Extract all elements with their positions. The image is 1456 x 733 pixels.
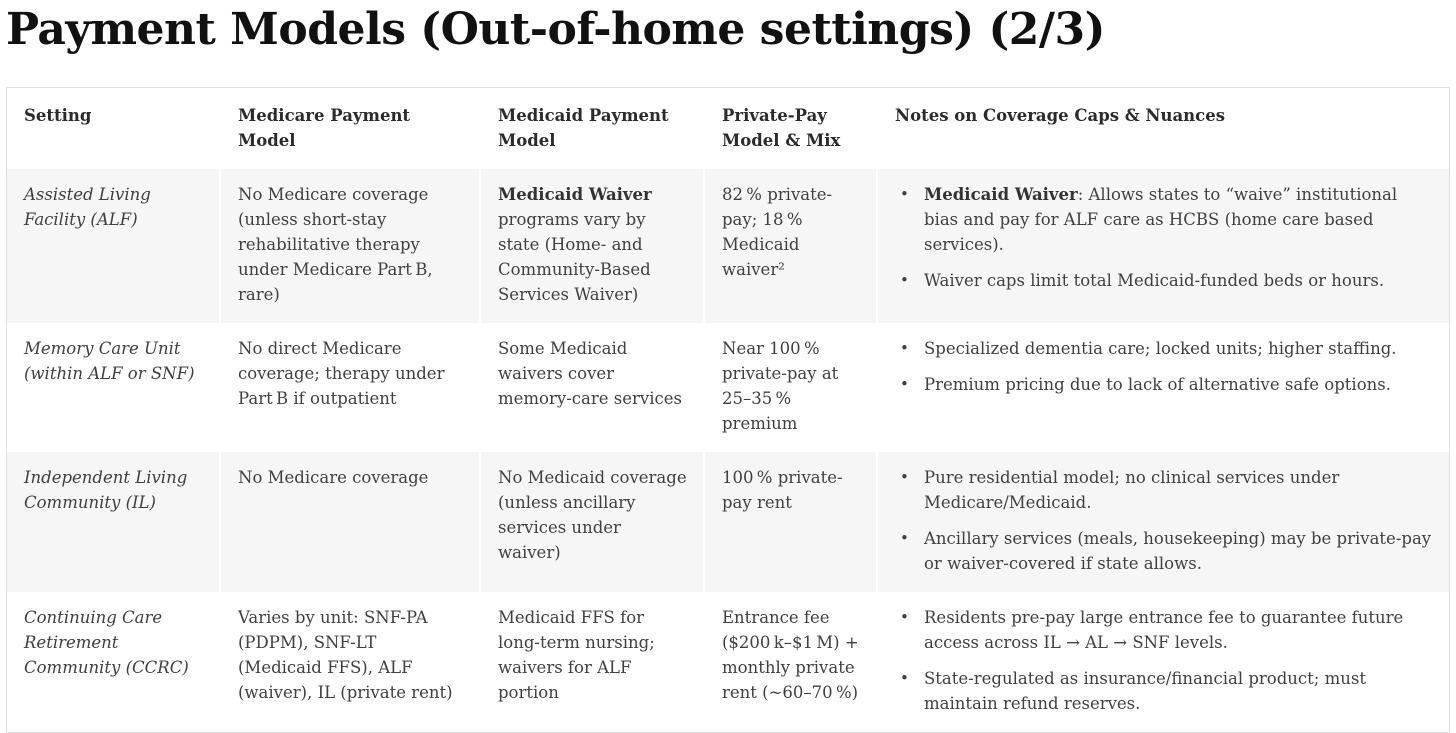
cell-setting: Independent Living Community (IL) xyxy=(7,452,219,592)
cell-medicare: No Medicare coverage (unless short-stay … xyxy=(219,169,479,323)
note-text: Pure residential model; no clinical serv… xyxy=(924,465,1433,515)
note-item: • Waiver caps limit total Medicaid-funded… xyxy=(900,268,1433,293)
table-row-independent-living: Independent Living Community (IL) No Med… xyxy=(7,452,1449,592)
note-item: • State-regulated as insurance/financial … xyxy=(900,666,1433,716)
bullet-icon: • xyxy=(900,185,909,203)
note-item: • Residents pre-pay large entrance fee to… xyxy=(900,605,1433,655)
column-header-private-pay: Private-Pay Model & Mix xyxy=(703,88,876,169)
note-item: • Pure residential model; no clinical ser… xyxy=(900,465,1433,515)
cell-medicare: No direct Medicare coverage; therapy und… xyxy=(219,323,479,452)
bullet-icon: • xyxy=(900,375,909,393)
bullet-icon: • xyxy=(900,669,909,687)
bullet-icon: • xyxy=(900,271,909,289)
cell-setting: Memory Care Unit (within ALF or SNF) xyxy=(7,323,219,452)
note-item: • Ancillary services (meals, housekeeping… xyxy=(900,526,1433,576)
notes-list: • Medicaid Waiver: Allows states to “waiv… xyxy=(900,182,1433,293)
note-rest-text: Premium pricing due to lack of alternati… xyxy=(924,375,1391,394)
cell-medicaid: Medicaid FFS for long-term nursing; waiv… xyxy=(479,592,703,732)
table-row-memory-care: Memory Care Unit (within ALF or SNF) No … xyxy=(7,323,1449,452)
column-header-medicare: Medicare Payment Model xyxy=(219,88,479,169)
cell-private-pay: 100 % private-pay rent xyxy=(703,452,876,592)
bullet-icon: • xyxy=(900,468,909,486)
notes-list: • Pure residential model; no clinical ser… xyxy=(900,465,1433,576)
note-rest-text: Residents pre-pay large entrance fee to … xyxy=(924,608,1404,652)
medicaid-bold-text: Medicaid Waiver xyxy=(498,185,652,204)
column-header-notes: Notes on Coverage Caps & Nuances xyxy=(876,88,1449,169)
note-text: Residents pre-pay large entrance fee to … xyxy=(924,605,1433,655)
note-rest-text: Pure residential model; no clinical serv… xyxy=(924,468,1340,512)
note-text: Waiver caps limit total Medicaid-funded … xyxy=(924,268,1433,293)
cell-setting: Assisted Living Facility (ALF) xyxy=(7,169,219,323)
column-header-setting: Setting xyxy=(7,88,219,169)
cell-notes: • Specialized dementia care; locked units… xyxy=(876,323,1449,452)
cell-notes: • Pure residential model; no clinical ser… xyxy=(876,452,1449,592)
cell-medicaid: No Medicaid coverage (unless ancillary s… xyxy=(479,452,703,592)
table-row-ccrc: Continuing Care Retirement Community (CC… xyxy=(7,592,1449,732)
cell-medicaid: Some Medicaid waivers cover memory-care … xyxy=(479,323,703,452)
bullet-icon: • xyxy=(900,339,909,357)
cell-private-pay: Near 100 % private-pay at 25–35 % premiu… xyxy=(703,323,876,452)
cell-notes: • Residents pre-pay large entrance fee to… xyxy=(876,592,1449,732)
note-text: State-regulated as insurance/financial p… xyxy=(924,666,1433,716)
cell-notes: • Medicaid Waiver: Allows states to “waiv… xyxy=(876,169,1449,323)
note-text: Premium pricing due to lack of alternati… xyxy=(924,372,1433,397)
table-row-alf: Assisted Living Facility (ALF) No Medica… xyxy=(7,169,1449,323)
note-item: • Medicaid Waiver: Allows states to “waiv… xyxy=(900,182,1433,257)
medicaid-rest-text: Medicaid FFS for long-term nursing; waiv… xyxy=(498,608,655,702)
note-text: Medicaid Waiver: Allows states to “waive… xyxy=(924,182,1433,257)
notes-list: • Specialized dementia care; locked units… xyxy=(900,336,1433,397)
note-bold-text: Medicaid Waiver xyxy=(924,185,1078,204)
note-rest-text: Specialized dementia care; locked units;… xyxy=(924,339,1397,358)
page-title: Payment Models (Out-of-home settings) (2… xyxy=(6,4,1105,55)
cell-private-pay: 82 % private-pay; 18 % Medicaid waiver² xyxy=(703,169,876,323)
note-rest-text: Ancillary services (meals, housekeeping)… xyxy=(924,529,1432,573)
note-item: • Premium pricing due to lack of alternat… xyxy=(900,372,1433,397)
payment-models-table: Setting Medicare Payment Model Medicaid … xyxy=(6,87,1450,733)
note-rest-text: Waiver caps limit total Medicaid-funded … xyxy=(924,271,1385,290)
note-rest-text: : Allows states to “waive” institutional… xyxy=(924,185,1398,254)
cell-setting: Continuing Care Retirement Community (CC… xyxy=(7,592,219,732)
cell-private-pay: Entrance fee ($200 k–$1 M) + monthly pri… xyxy=(703,592,876,732)
medicaid-rest-text: No Medicaid coverage (unless ancillary s… xyxy=(498,468,687,562)
cell-medicaid: Medicaid Waiver programs vary by state (… xyxy=(479,169,703,323)
medicaid-rest-text: programs vary by state (Home- and Commun… xyxy=(498,210,651,304)
bullet-icon: • xyxy=(900,529,909,547)
note-text: Ancillary services (meals, housekeeping)… xyxy=(924,526,1433,576)
note-text: Specialized dementia care; locked units;… xyxy=(924,336,1433,361)
table-header: Setting Medicare Payment Model Medicaid … xyxy=(7,88,1449,169)
note-rest-text: State-regulated as insurance/financial p… xyxy=(924,669,1366,713)
header-row: Setting Medicare Payment Model Medicaid … xyxy=(7,88,1449,169)
bullet-icon: • xyxy=(900,608,909,626)
column-header-medicaid: Medicaid Payment Model xyxy=(479,88,703,169)
cell-medicare: No Medicare coverage xyxy=(219,452,479,592)
cell-medicare: Varies by unit: SNF-PA (PDPM), SNF-LT (M… xyxy=(219,592,479,732)
table-body: Assisted Living Facility (ALF) No Medica… xyxy=(7,169,1449,732)
note-item: • Specialized dementia care; locked units… xyxy=(900,336,1433,361)
notes-list: • Residents pre-pay large entrance fee to… xyxy=(900,605,1433,716)
medicaid-rest-text: Some Medicaid waivers cover memory-care … xyxy=(498,339,682,408)
